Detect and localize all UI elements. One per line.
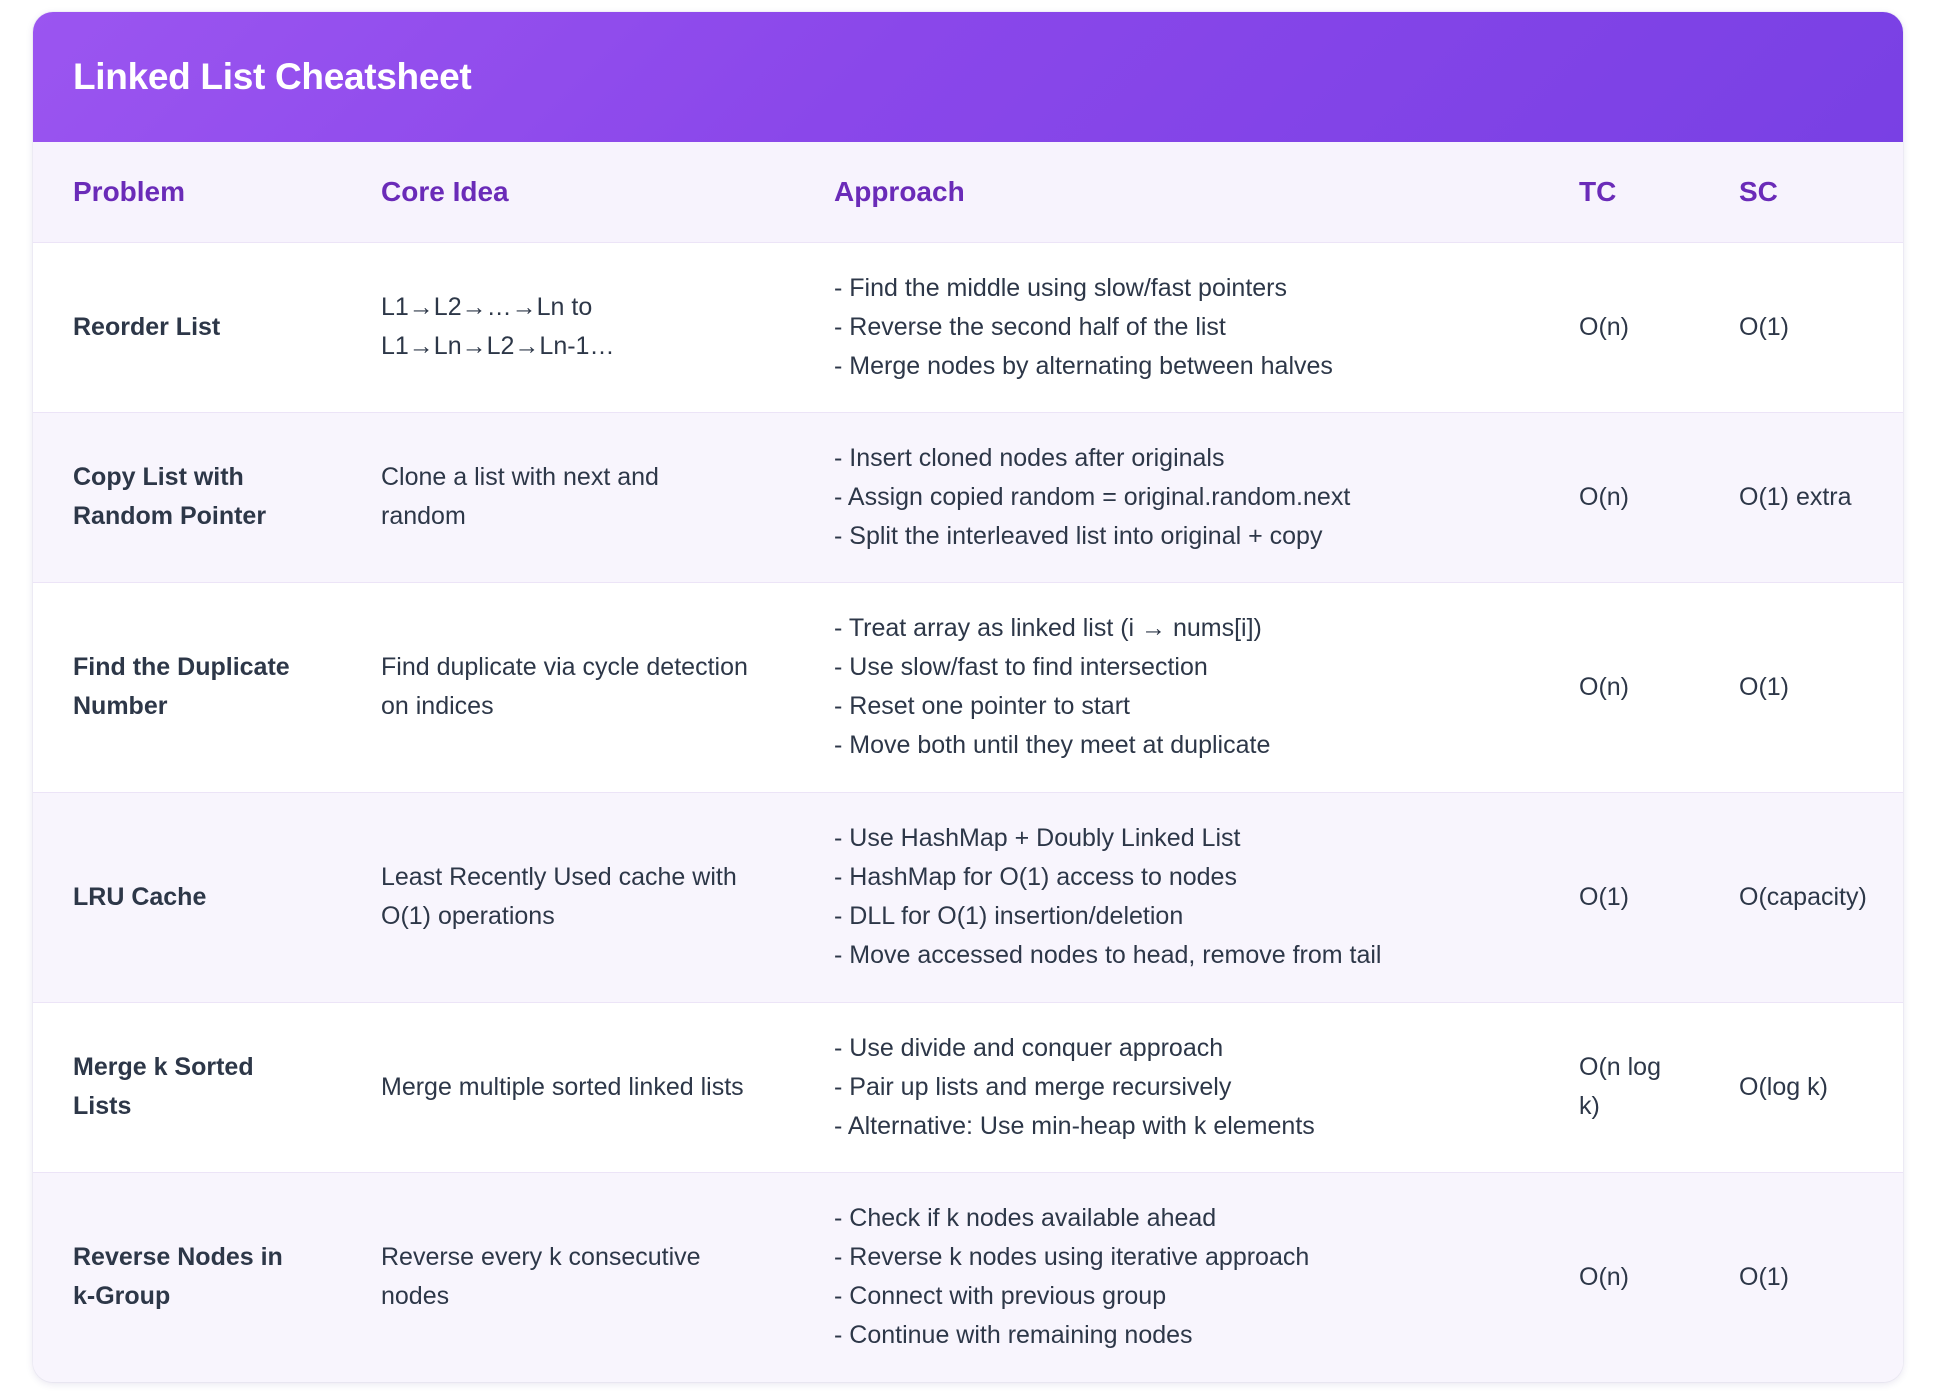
space-complexity-cell: O(log k) <box>1739 1072 1828 1101</box>
time-complexity-cell: O(n) <box>1579 312 1629 341</box>
time-complexity-cell: O(n log k) <box>1579 1053 1661 1120</box>
card-header: Linked List Cheatsheet <box>33 12 1903 142</box>
column-header-approach: Approach <box>834 175 965 207</box>
approach-step: - Use HashMap + Doubly Linked List <box>834 824 1241 852</box>
approach-step: - DLL for O(1) insertion/deletion <box>834 902 1184 930</box>
time-complexity-cell: O(1) <box>1579 882 1629 911</box>
table-row: Find the Duplicate Number Find duplicate … <box>33 582 1903 792</box>
table-header: Problem Core Idea Approach TC SC <box>33 142 1903 242</box>
time-complexity-cell: O(n) <box>1579 482 1629 511</box>
approach-cell: - Check if k nodes available ahead - Reve… <box>780 1172 1529 1382</box>
approach-step: - Move both until they meet at duplicate <box>834 731 1271 759</box>
core-idea-cell: Find duplicate via cycle detection on in… <box>381 653 748 720</box>
cheatsheet-card: Linked List Cheatsheet Problem Core Idea… <box>33 12 1903 1382</box>
approach-step: - Insert cloned nodes after originals <box>834 443 1225 472</box>
space-complexity-cell: O(1) <box>1739 1262 1789 1291</box>
problem-cell: Find the Duplicate Number <box>73 653 290 720</box>
approach-cell: - Treat array as linked list (i → nums[i… <box>780 582 1529 792</box>
table-row: Reverse Nodes in k-Group Reverse every k … <box>33 1172 1903 1382</box>
approach-step: - HashMap for O(1) access to nodes <box>834 863 1237 891</box>
column-header-tc: TC <box>1579 175 1617 207</box>
core-idea-cell: Least Recently Used cache with O(1) oper… <box>381 863 737 930</box>
approach-step: - Reverse k nodes using iterative approa… <box>834 1243 1310 1272</box>
table-row: Reorder List L1→L2→…→Ln to L1→Ln→L2→Ln-1…… <box>33 242 1903 412</box>
table-header-row: Problem Core Idea Approach TC SC <box>33 142 1903 242</box>
table-row: Copy List with Random Pointer Clone a lis… <box>33 412 1903 582</box>
core-idea-cell: Reverse every k consecutive nodes <box>381 1243 701 1311</box>
approach-step: - Continue with remaining nodes <box>834 1321 1193 1350</box>
problem-cell: LRU Cache <box>73 882 207 911</box>
approach-step: - Merge nodes by alternating between hal… <box>834 351 1333 380</box>
approach-cell: - Use HashMap + Doubly Linked List - Hash… <box>780 792 1529 1002</box>
approach-cell: - Find the middle using slow/fast pointe… <box>780 242 1529 412</box>
approach-step: - Split the interleaved list into origin… <box>834 521 1323 550</box>
approach-step: - Assign copied random = original.random… <box>834 482 1351 511</box>
approach-cell: - Use divide and conquer approach - Pair … <box>780 1002 1529 1172</box>
approach-step: - Treat array as linked list (i → nums[i… <box>834 614 1262 642</box>
core-idea-cell: L1→L2→…→Ln to L1→Ln→L2→Ln-1… <box>381 293 615 360</box>
problem-cell: Reorder List <box>73 312 221 341</box>
approach-step: - Use slow/fast to find intersection <box>834 653 1208 681</box>
approach-step: - Alternative: Use min-heap with k eleme… <box>834 1111 1315 1140</box>
problem-cell: Merge k Sorted Lists <box>73 1053 254 1120</box>
approach-step: - Connect with previous group <box>834 1282 1167 1311</box>
time-complexity-cell: O(n) <box>1579 672 1629 701</box>
table-row: LRU Cache Least Recently Used cache with … <box>33 792 1903 1002</box>
table-body: Reorder List L1→L2→…→Ln to L1→Ln→L2→Ln-1…… <box>33 242 1903 1382</box>
space-complexity-cell: O(1) <box>1739 672 1789 701</box>
approach-step: - Check if k nodes available ahead <box>834 1204 1217 1233</box>
core-idea-cell: Merge multiple sorted linked lists <box>381 1072 744 1101</box>
approach-step: - Use divide and conquer approach <box>834 1033 1224 1062</box>
space-complexity-cell: O(capacity) <box>1739 882 1867 911</box>
problem-cell: Copy List with Random Pointer <box>73 463 267 530</box>
column-header-problem: Problem <box>73 175 186 207</box>
approach-cell: - Insert cloned nodes after originals - A… <box>780 412 1529 582</box>
page-title: Linked List Cheatsheet <box>73 56 472 97</box>
column-header-core-idea: Core Idea <box>381 175 509 207</box>
approach-step: - Pair up lists and merge recursively <box>834 1072 1232 1101</box>
core-idea-cell: Clone a list with next and random <box>381 463 659 530</box>
cheatsheet-table: Problem Core Idea Approach TC SC Reorder… <box>33 142 1903 1382</box>
approach-step: - Find the middle using slow/fast pointe… <box>834 273 1287 302</box>
space-complexity-cell: O(1) extra <box>1739 482 1852 511</box>
approach-step: - Reset one pointer to start <box>834 692 1130 720</box>
column-header-sc: SC <box>1739 175 1778 207</box>
table-row: Merge k Sorted Lists Merge multiple sorte… <box>33 1002 1903 1172</box>
problem-cell: Reverse Nodes in k-Group <box>73 1243 283 1311</box>
space-complexity-cell: O(1) <box>1739 312 1789 341</box>
approach-step: - Reverse the second half of the list <box>834 312 1226 341</box>
time-complexity-cell: O(n) <box>1579 1262 1629 1291</box>
approach-step: - Move accessed nodes to head, remove fr… <box>834 941 1382 969</box>
